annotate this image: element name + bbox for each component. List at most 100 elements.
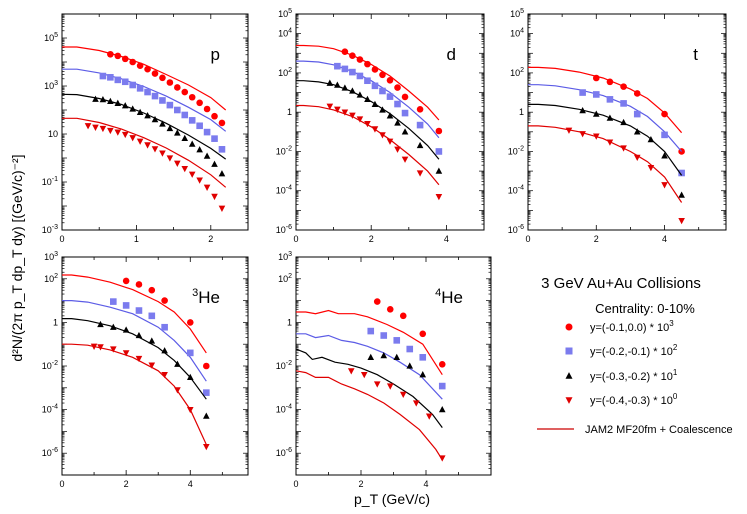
model-curve xyxy=(296,333,443,400)
y-tick-label: 10-2 xyxy=(276,145,292,156)
data-point xyxy=(356,91,364,98)
data-point xyxy=(438,360,446,368)
data-point xyxy=(592,74,600,82)
data-point xyxy=(121,131,129,139)
data-point xyxy=(364,121,371,128)
legend-entry-label: y=(-0.4,-0.3) * 100 xyxy=(590,392,678,407)
legend-marker xyxy=(565,323,573,331)
data-point xyxy=(341,109,349,116)
model-curve xyxy=(62,68,227,132)
data-point xyxy=(166,124,174,132)
data-point xyxy=(174,387,181,394)
data-point xyxy=(92,95,99,102)
legend: 3 GeV Au+Au Collisions Centrality: 0-10%… xyxy=(537,275,733,436)
data-point xyxy=(211,135,218,142)
series-0 xyxy=(296,298,446,376)
x-tick-label: 0 xyxy=(293,479,298,489)
data-point xyxy=(435,167,443,174)
data-point xyxy=(647,164,655,172)
data-point xyxy=(373,298,381,305)
y-tick-label: 1 xyxy=(519,107,524,117)
data-point xyxy=(661,182,668,189)
data-point xyxy=(412,400,420,407)
data-point xyxy=(107,50,114,58)
data-point xyxy=(341,65,349,73)
model-curve xyxy=(296,309,443,376)
model-curve xyxy=(62,274,207,354)
data-point xyxy=(99,96,107,103)
data-point xyxy=(218,146,226,153)
data-point xyxy=(633,128,641,135)
data-point xyxy=(203,389,210,396)
data-point xyxy=(678,191,685,198)
data-point xyxy=(122,350,130,357)
data-point xyxy=(211,112,218,120)
data-point xyxy=(393,353,401,360)
x-tick-label: 2 xyxy=(358,479,363,489)
data-point xyxy=(356,116,364,123)
data-point xyxy=(386,93,394,100)
model-curve xyxy=(296,348,443,428)
legend-model-label: JAM2 MF20fm + Coalescence xyxy=(585,424,733,436)
data-point xyxy=(379,71,386,79)
x-tick-label: 0 xyxy=(293,234,298,244)
data-point xyxy=(151,92,159,100)
data-point xyxy=(159,97,166,104)
y-axis-title: d²N/(2π p_T dp_T dy) [(GeV/c)⁻²] xyxy=(9,154,25,361)
data-point xyxy=(144,142,151,149)
data-point xyxy=(129,81,136,89)
data-point xyxy=(110,346,117,353)
data-point xyxy=(349,87,356,94)
data-point xyxy=(148,286,156,294)
data-point xyxy=(148,337,156,344)
data-point xyxy=(406,362,414,369)
model-curve xyxy=(62,343,207,445)
data-point xyxy=(161,297,168,304)
data-point xyxy=(203,412,210,419)
data-point xyxy=(186,319,194,326)
data-point xyxy=(438,455,446,462)
data-point xyxy=(196,99,203,107)
panel-p: 0 1 2 10-3 10-1 10 103 105 p xyxy=(42,13,249,244)
x-tick-label: 2 xyxy=(594,234,599,244)
data-point xyxy=(114,52,122,60)
x-tick-label: 2 xyxy=(208,234,213,244)
data-point xyxy=(633,154,641,161)
data-point xyxy=(367,353,375,360)
panel-label: d xyxy=(447,45,456,64)
model-curve xyxy=(296,104,440,186)
data-point xyxy=(406,345,414,353)
data-point xyxy=(661,131,668,139)
data-point xyxy=(151,146,159,153)
data-point xyxy=(188,117,196,124)
data-point xyxy=(647,136,655,143)
data-point xyxy=(107,74,114,81)
model-curve xyxy=(62,117,227,188)
data-point xyxy=(364,77,371,85)
y-tick-label: 102 xyxy=(278,273,292,284)
data-point xyxy=(379,132,386,139)
data-point xyxy=(606,96,614,103)
data-point xyxy=(114,129,122,136)
data-point xyxy=(349,112,356,119)
data-point xyxy=(399,391,407,398)
y-tick-label: 10-2 xyxy=(42,360,58,371)
series-2 xyxy=(296,348,446,428)
data-point xyxy=(144,65,151,73)
data-point xyxy=(386,305,394,313)
legend-entry-label: y=(-0.3,-0.2) * 101 xyxy=(590,368,678,383)
data-point xyxy=(161,347,168,354)
data-point xyxy=(136,108,144,115)
data-point xyxy=(148,362,156,369)
data-point xyxy=(196,177,203,184)
data-point xyxy=(121,102,129,109)
data-point xyxy=(386,112,394,119)
x-tick-label: 0 xyxy=(59,234,64,244)
data-point xyxy=(349,52,356,60)
data-point xyxy=(579,106,586,114)
series-1 xyxy=(528,84,685,177)
data-point xyxy=(579,131,586,138)
series-0 xyxy=(528,66,685,155)
data-point xyxy=(159,74,166,82)
y-tick-label: 10-2 xyxy=(508,145,524,156)
